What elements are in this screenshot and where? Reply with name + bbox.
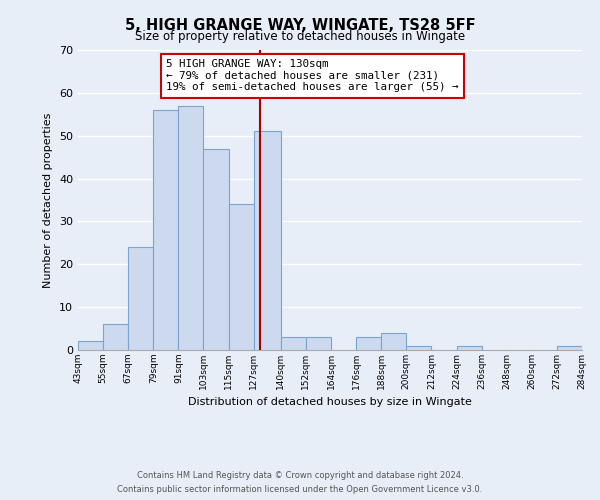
X-axis label: Distribution of detached houses by size in Wingate: Distribution of detached houses by size …: [188, 398, 472, 407]
Text: Size of property relative to detached houses in Wingate: Size of property relative to detached ho…: [135, 30, 465, 43]
Bar: [78, 342, 103, 350]
Bar: [356, 337, 381, 350]
Bar: [254, 132, 281, 350]
Bar: [203, 148, 229, 350]
Bar: [281, 337, 306, 350]
Bar: [457, 346, 482, 350]
Bar: [229, 204, 254, 350]
Text: Contains HM Land Registry data © Crown copyright and database right 2024.
Contai: Contains HM Land Registry data © Crown c…: [118, 472, 482, 494]
Bar: [306, 337, 331, 350]
Bar: [153, 110, 178, 350]
Bar: [406, 346, 431, 350]
Bar: [103, 324, 128, 350]
Text: 5, HIGH GRANGE WAY, WINGATE, TS28 5FF: 5, HIGH GRANGE WAY, WINGATE, TS28 5FF: [125, 18, 475, 32]
Bar: [128, 247, 153, 350]
Bar: [557, 346, 582, 350]
Text: 5 HIGH GRANGE WAY: 130sqm
← 79% of detached houses are smaller (231)
19% of semi: 5 HIGH GRANGE WAY: 130sqm ← 79% of detac…: [166, 59, 459, 92]
Bar: [381, 333, 406, 350]
Y-axis label: Number of detached properties: Number of detached properties: [43, 112, 53, 288]
Bar: [178, 106, 203, 350]
